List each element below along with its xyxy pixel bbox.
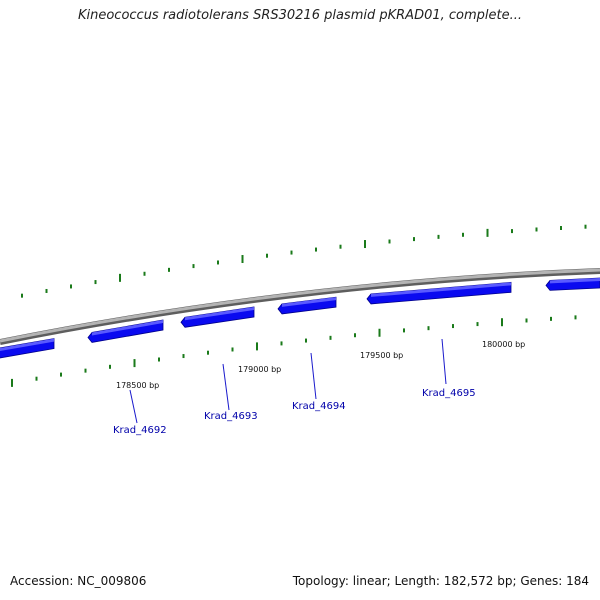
- gene-highlight: [282, 297, 336, 307]
- gene-block: [545, 277, 600, 291]
- outer-gc-track: [21, 224, 587, 298]
- pointer-line: [441, 338, 447, 385]
- plasmid-backbone: [0, 268, 600, 345]
- gene-track: [0, 277, 600, 359]
- scale-label-180000: 180000 bp: [482, 340, 525, 349]
- gene-label-krad-4693[interactable]: Krad_4693: [204, 411, 258, 422]
- gene-block: [87, 319, 164, 343]
- scale-label-179000: 179000 bp: [238, 365, 281, 374]
- gene-label-krad-4694[interactable]: Krad_4694: [292, 401, 346, 412]
- gene-highlight: [0, 338, 54, 351]
- map-title: Kineococcus radiotolerans SRS30216 plasm…: [77, 8, 523, 23]
- gene-highlight: [185, 306, 254, 321]
- accession-text: Accession: NC_009806: [10, 574, 147, 588]
- pointer-line: [129, 389, 138, 424]
- backbone-highlight: [0, 268, 600, 343]
- gene-block: [180, 306, 255, 328]
- gene-label-krad-4692[interactable]: Krad_4692: [113, 425, 167, 436]
- scale-label-178500: 178500 bp: [116, 381, 159, 390]
- gene-label-krad-4695[interactable]: Krad_4695: [422, 388, 476, 399]
- pointer-line: [310, 352, 317, 400]
- inner-gc-track: [11, 315, 577, 387]
- gene-block: [0, 338, 55, 359]
- gene-highlight: [550, 278, 600, 284]
- topology-summary: Topology: linear; Length: 182,572 bp; Ge…: [292, 574, 589, 588]
- gene-block: [277, 296, 337, 315]
- gene-block: [366, 281, 512, 305]
- pointer-line: [222, 363, 230, 411]
- gene-pointer-lines: [129, 338, 447, 424]
- scale-label-179500: 179500 bp: [360, 351, 403, 360]
- gene-highlight: [371, 282, 511, 297]
- gene-highlight: [92, 320, 163, 336]
